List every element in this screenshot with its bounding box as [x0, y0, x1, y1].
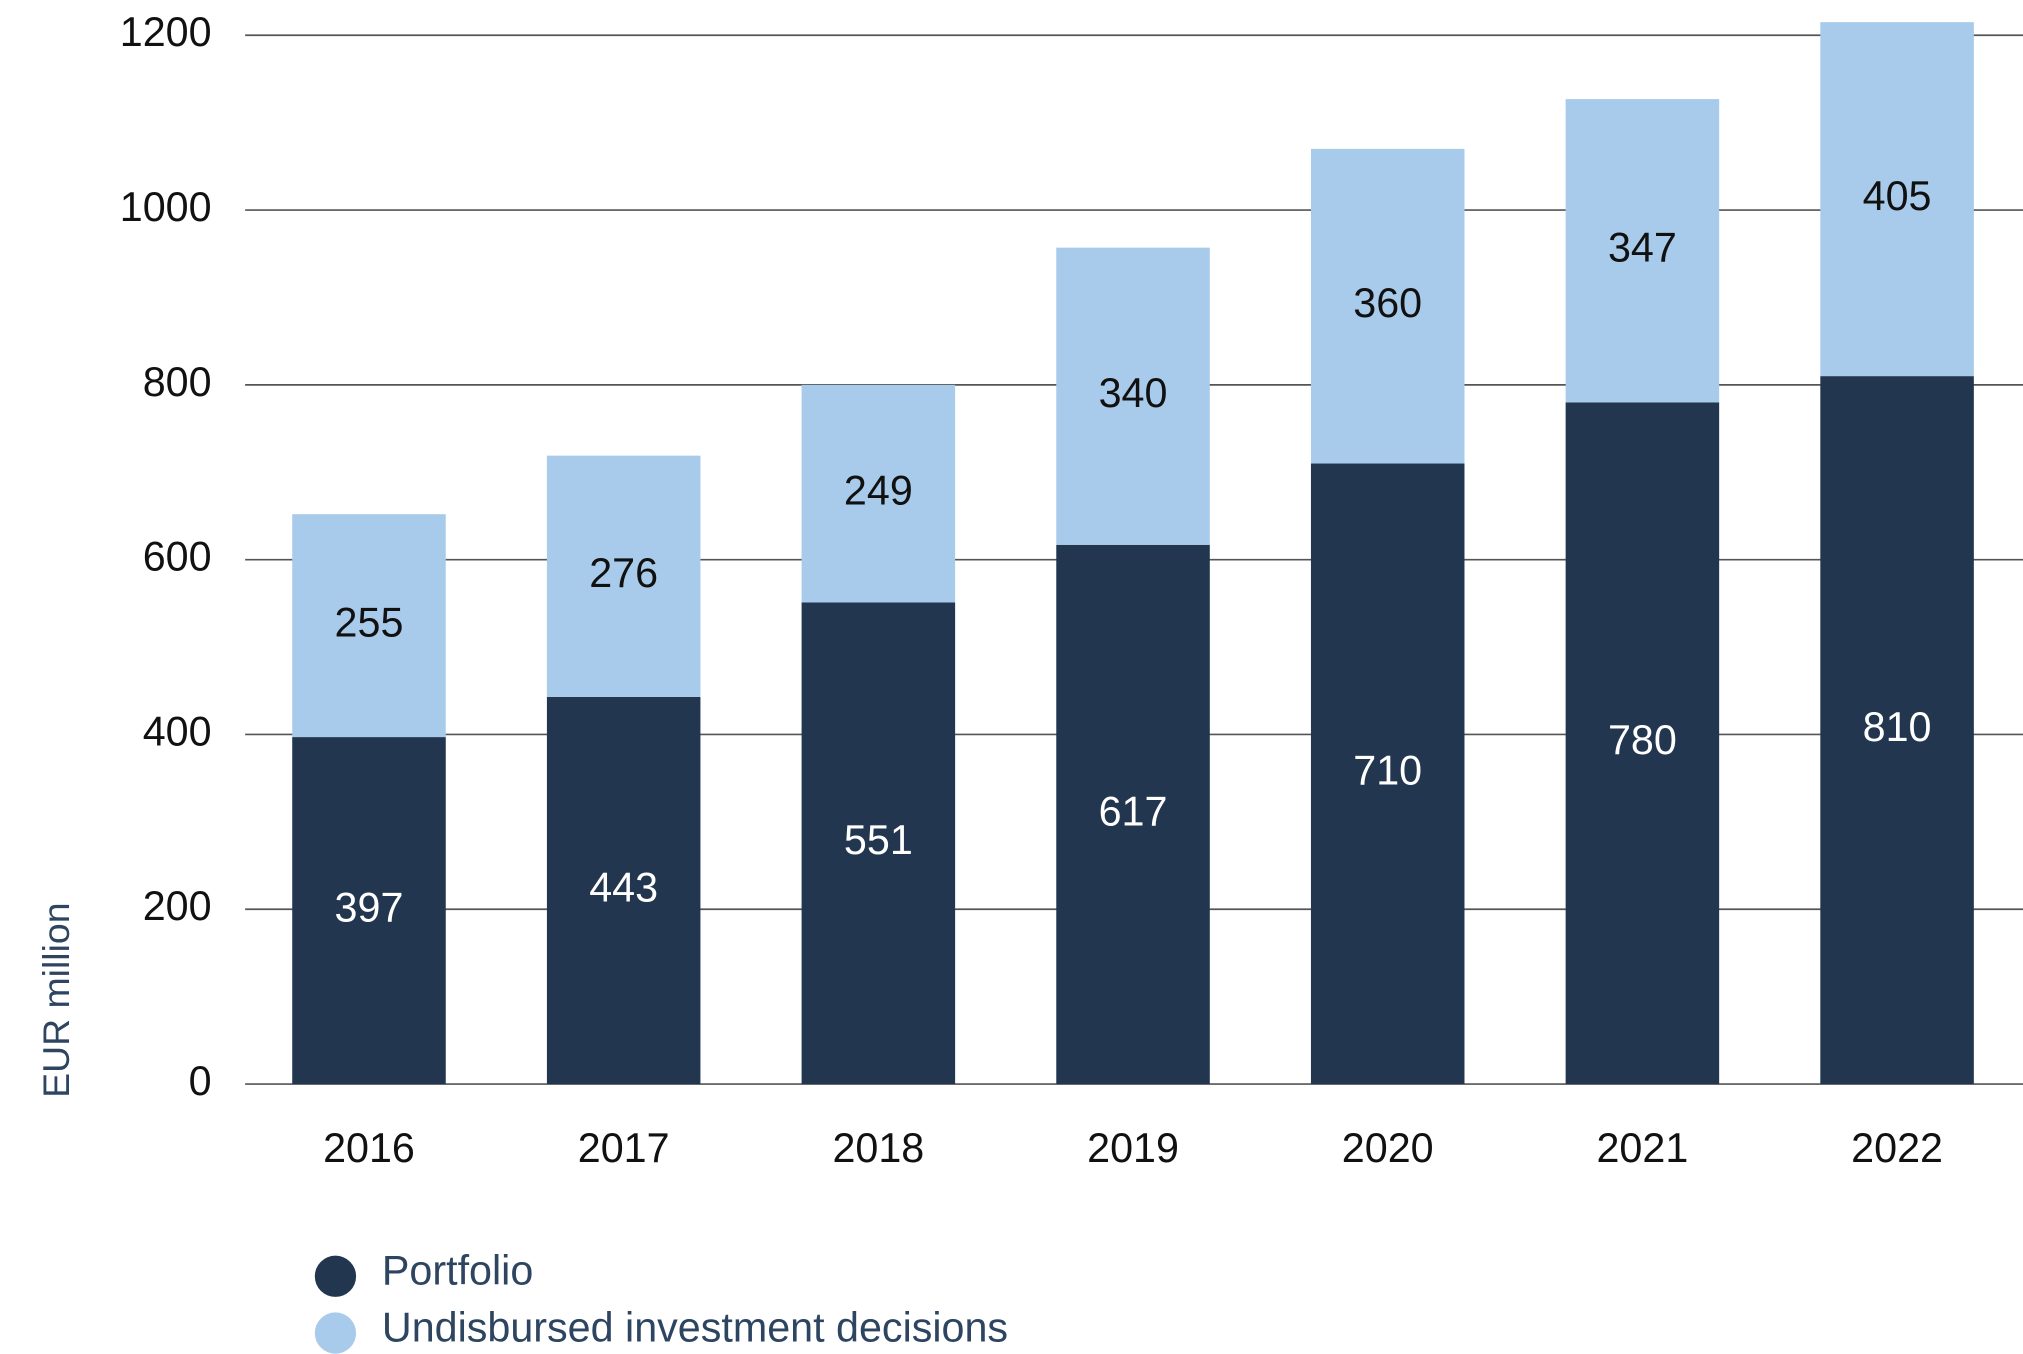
y-tick-label: 1000 — [120, 184, 212, 230]
y-tick-label: 600 — [143, 534, 212, 580]
bar-segment — [292, 737, 446, 1085]
x-tick-label: 2020 — [1342, 1125, 1434, 1171]
value-label: 780 — [1608, 717, 1677, 763]
bar-segment — [292, 514, 446, 738]
bar-segment — [546, 696, 701, 1085]
bar-segment — [1820, 22, 1974, 377]
y-axis-label: EUR million — [35, 902, 77, 1097]
x-tick-label: 2019 — [1087, 1125, 1179, 1171]
x-tick-label: 2016 — [323, 1125, 415, 1171]
value-label: 347 — [1608, 225, 1677, 271]
x-tick-label: 2018 — [832, 1125, 924, 1171]
bar-segment — [1565, 402, 1720, 1085]
y-tick-label: 1200 — [120, 9, 212, 55]
y-tick-label: 200 — [143, 883, 212, 929]
x-tick-label: 2021 — [1596, 1125, 1688, 1171]
value-label: 397 — [335, 884, 404, 930]
bar-segment — [1310, 463, 1465, 1085]
value-label: 810 — [1863, 704, 1932, 750]
value-label: 255 — [335, 600, 404, 646]
y-tick-label: 800 — [143, 359, 212, 405]
value-label: 443 — [589, 864, 658, 910]
value-label: 276 — [589, 550, 658, 596]
value-label: 249 — [844, 468, 913, 514]
x-tick-label: 2017 — [578, 1125, 670, 1171]
bar-segment — [801, 384, 956, 603]
value-label: 405 — [1863, 173, 1932, 219]
value-label: 360 — [1353, 280, 1422, 326]
bar-segment — [1056, 544, 1210, 1085]
y-tick-label: 0 — [189, 1058, 212, 1104]
bar-segment — [1820, 376, 1974, 1085]
legend-swatch — [314, 1255, 357, 1297]
bar-segment — [546, 455, 701, 697]
x-tick-label: 2022 — [1851, 1125, 1943, 1171]
legend-swatch — [314, 1312, 357, 1354]
legend-label: Portfolio — [382, 1248, 533, 1294]
value-label: 617 — [1099, 788, 1168, 834]
value-label: 551 — [844, 817, 913, 863]
bar-segment — [1056, 247, 1210, 545]
value-label: 710 — [1353, 748, 1422, 794]
legend-label: Undisbursed investment decisions — [382, 1304, 1008, 1350]
bar-segment — [801, 602, 956, 1085]
value-label: 340 — [1099, 370, 1168, 416]
bar-segment — [1310, 148, 1465, 464]
bar-segment — [1565, 99, 1720, 403]
y-tick-label: 400 — [143, 708, 212, 754]
